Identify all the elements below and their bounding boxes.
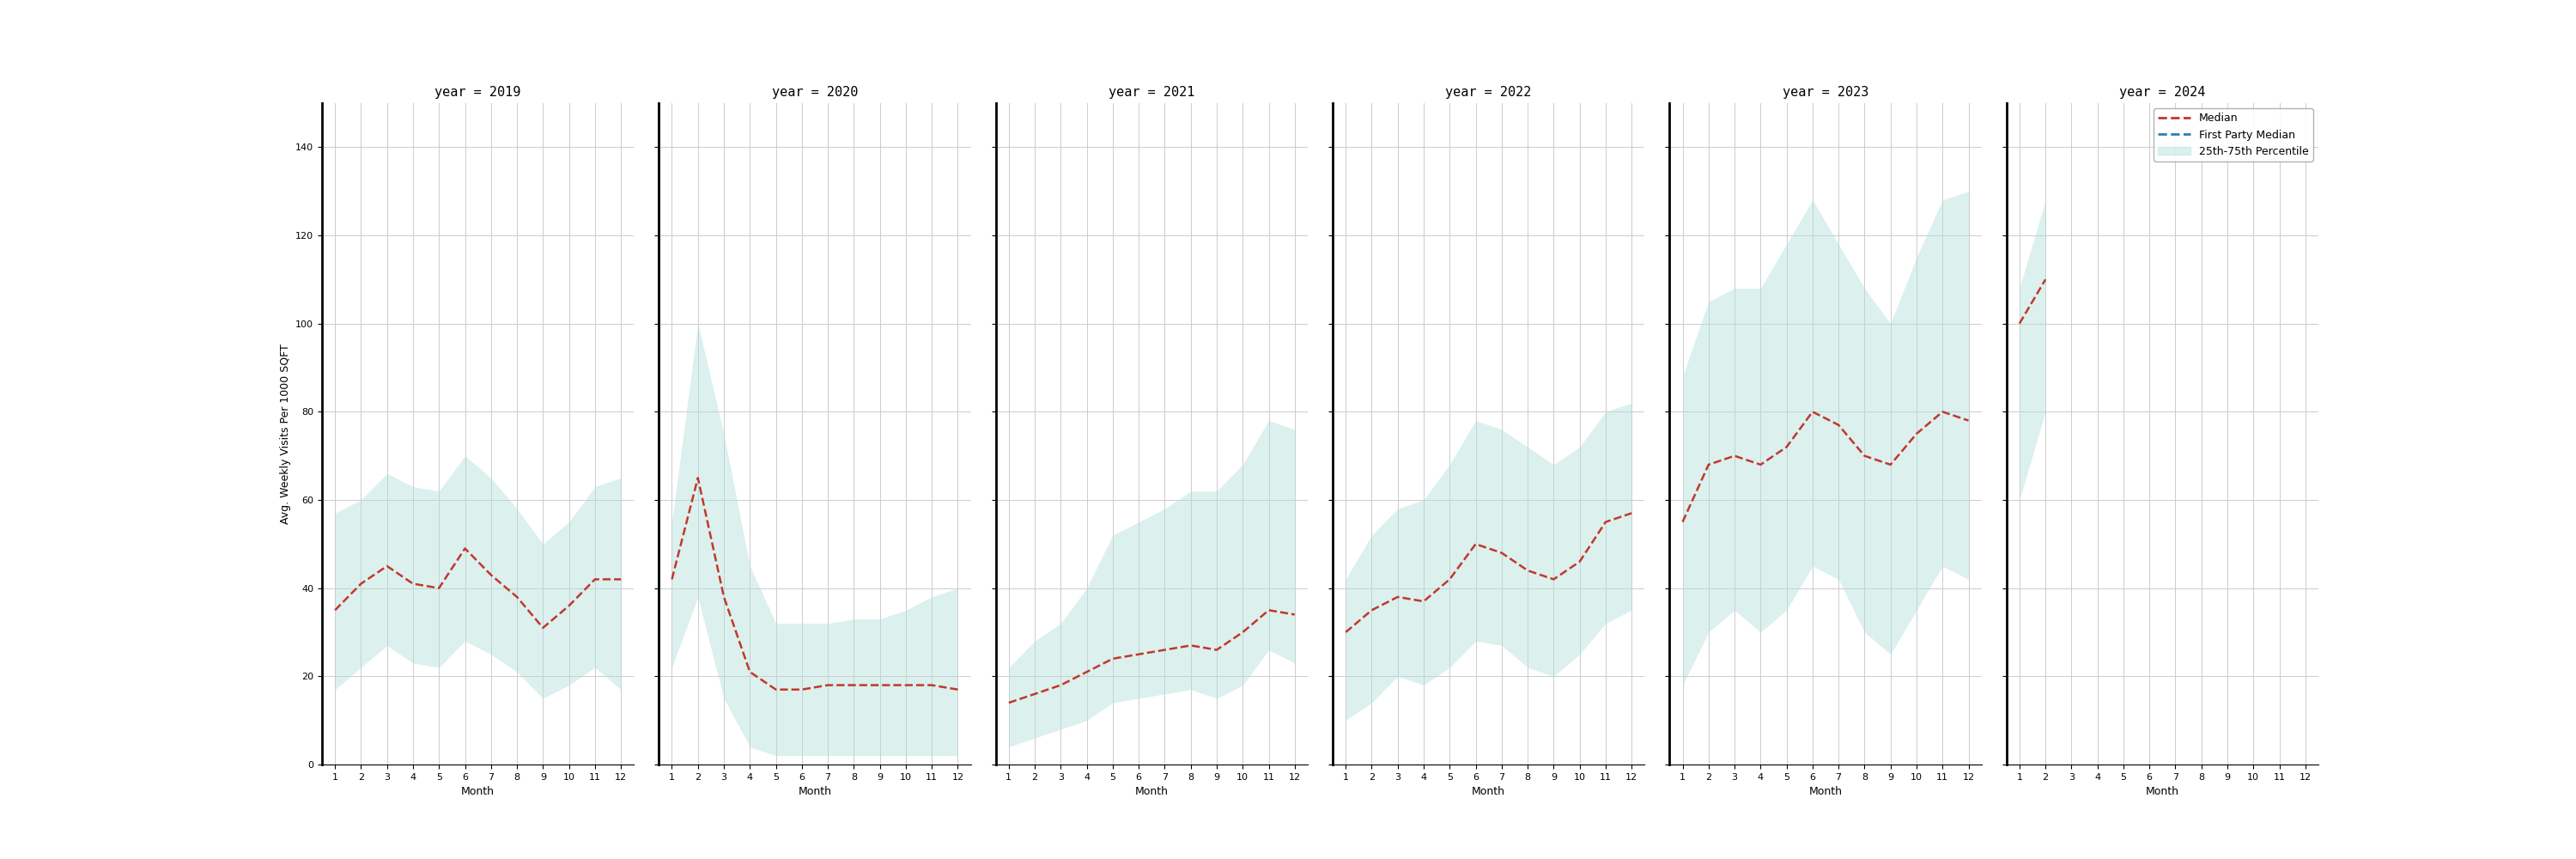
Median [451,543,482,553]
Median [1149,645,1180,655]
Median [917,680,948,691]
X-axis label: Month: Month [1471,786,1504,797]
Line: Median: Median [335,548,621,628]
Median [786,685,817,695]
Median [319,605,350,615]
Median [1020,689,1051,699]
Median [994,698,1025,708]
Median [1255,605,1285,615]
X-axis label: Month: Month [799,786,832,797]
Median [1355,605,1386,615]
Median [734,667,765,677]
Median [1329,627,1360,637]
X-axis label: Month: Month [2146,786,2179,797]
Median [1072,667,1103,677]
Title: year = 2024: year = 2024 [2120,86,2205,99]
Median [1175,640,1206,650]
Median [1200,645,1231,655]
Median [811,680,842,691]
Median [580,574,611,584]
Line: Median: Median [2020,279,2045,324]
Median [1718,451,1749,461]
Median [760,685,791,695]
Median [1409,596,1440,606]
Median [1744,460,1775,470]
Median [943,685,974,695]
Line: Median: Median [1682,411,1968,522]
Median [2030,274,2061,284]
Title: year = 2020: year = 2020 [773,86,858,99]
Line: Median: Median [1345,513,1631,632]
Median [1901,429,1932,439]
Median [371,561,402,571]
Median [1461,539,1492,549]
Median [605,574,636,584]
Line: Median: Median [1010,610,1296,703]
Median [683,472,714,483]
Median [1512,565,1543,576]
Median [554,600,585,611]
Median [345,579,376,589]
Title: year = 2023: year = 2023 [1783,86,1868,99]
Median [502,592,533,602]
Median [657,574,688,584]
Median [1435,574,1466,584]
Median [397,579,428,589]
Median [1692,460,1723,470]
Median [1123,649,1154,660]
Median [1615,508,1646,518]
Median [708,592,739,602]
Median [1226,627,1257,637]
Median [1824,420,1855,430]
Median [1875,460,1906,470]
Median [1927,406,1958,417]
Median [1953,416,1984,426]
X-axis label: Month: Month [1136,786,1170,797]
Median [1538,574,1569,584]
Legend: Median, First Party Median, 25th-75th Percentile: Median, First Party Median, 25th-75th Pe… [2154,108,2313,161]
Median [1383,592,1414,602]
Median [866,680,896,691]
X-axis label: Month: Month [461,786,495,797]
Title: year = 2021: year = 2021 [1108,86,1195,99]
Median [422,583,453,594]
Median [1097,654,1128,664]
Median [477,570,507,580]
Median [1850,451,1880,461]
X-axis label: Month: Month [1808,786,1842,797]
Median [1798,406,1829,417]
Title: year = 2022: year = 2022 [1445,86,1533,99]
Median [1486,548,1517,558]
Y-axis label: Avg. Weekly Visits Per 1000 SQFT: Avg. Weekly Visits Per 1000 SQFT [281,344,291,524]
Median [1772,442,1803,452]
Median [837,680,868,691]
Median [1280,609,1311,619]
Title: year = 2019: year = 2019 [435,86,520,99]
Median [528,623,559,633]
Line: Median: Median [672,478,958,690]
Median [1046,680,1077,691]
Median [891,680,922,691]
Median [2004,319,2035,329]
Median [1667,517,1698,527]
Median [1564,557,1595,567]
Median [1589,517,1620,527]
